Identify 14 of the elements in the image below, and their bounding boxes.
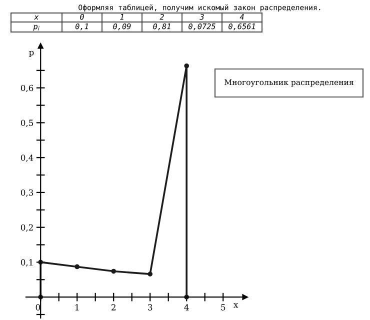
x-tick-label: 1	[75, 304, 79, 310]
y-axis-title: p	[29, 50, 34, 58]
x-tick-label: 2	[112, 304, 116, 310]
y-tick-label: 0,2	[20, 224, 33, 232]
x-tick-label: 0	[36, 304, 40, 310]
y-tick-label: 0,1	[20, 259, 32, 267]
y-tick-label: 0,6	[20, 84, 34, 92]
x-tick-label: 4	[184, 304, 189, 310]
y-tick-label: 0,4	[20, 154, 34, 162]
y-tick-label: 0,5	[20, 120, 34, 128]
x-tick-label: 3	[148, 304, 152, 310]
y-tick-label: 0,3	[20, 189, 34, 197]
x-tick-label: 5	[221, 304, 226, 310]
x-axis-title: x	[234, 303, 238, 308]
